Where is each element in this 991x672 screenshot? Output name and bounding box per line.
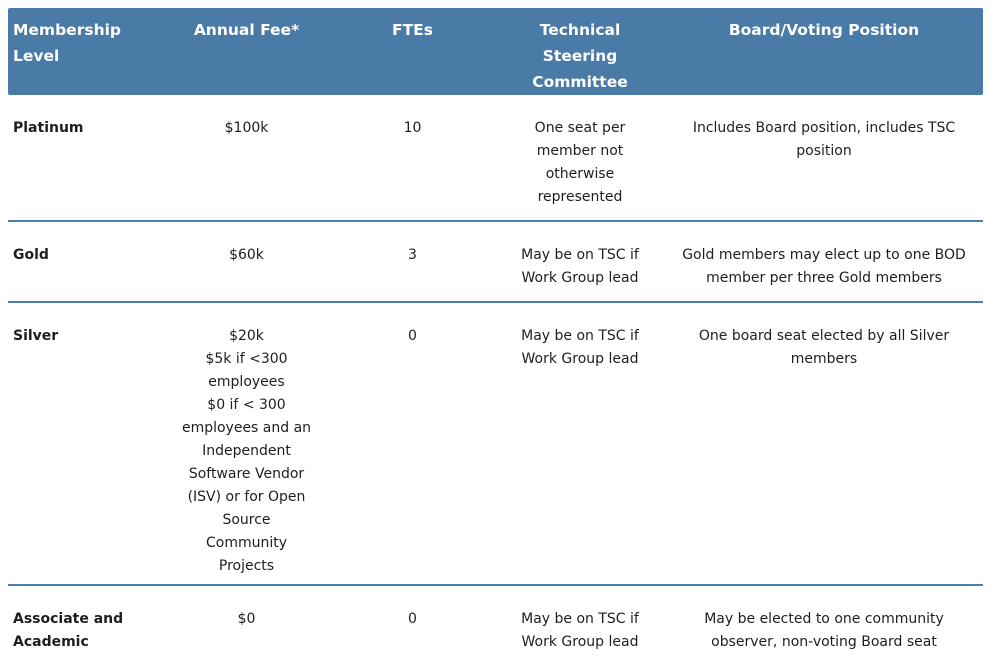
cell-gold-level: Gold	[13, 247, 49, 263]
cell-associate-ftes: 0	[408, 611, 417, 627]
header-cell-annual-fee: Annual Fee*	[193, 21, 300, 39]
table-header-row: Membership Level Annual Fee* FTEs Techni…	[8, 8, 983, 95]
cell-gold-tsc: May be on TSC if Work Group lead	[521, 247, 639, 286]
cell-platinum-level: Platinum	[13, 120, 84, 136]
header-cell-tsc: Technical Steering Committee	[532, 21, 628, 91]
header-cell-board-voting: Board/Voting Position	[728, 21, 920, 39]
header-cell-membership-level: Membership Level	[13, 21, 122, 65]
cell-silver-level: Silver	[13, 328, 59, 344]
cell-associate-tsc: May be on TSC if Work Group lead	[521, 611, 639, 650]
cell-associate-board: May be elected to one community observer…	[704, 611, 944, 650]
table-row-gold: Gold $60k 3 May be on TSC if Work Group …	[8, 222, 983, 303]
cell-platinum-board: Includes Board position, includes TSC po…	[692, 120, 956, 159]
cell-silver-board: One board seat elected by all Silver mem…	[698, 328, 950, 367]
table-row-associate-academic: Associate and Academic $0 0 May be on TS…	[8, 586, 983, 672]
membership-table: Membership Level Annual Fee* FTEs Techni…	[8, 8, 983, 672]
cell-platinum-ftes: 10	[403, 120, 422, 136]
cell-platinum-tsc: One seat per member not otherwise repres…	[534, 120, 626, 205]
cell-gold-board: Gold members may elect up to one BOD mem…	[682, 247, 966, 286]
cell-platinum-fee: $100k	[224, 120, 269, 136]
cell-silver-fee: $20k $5k if <300 employees $0 if < 300 e…	[181, 328, 312, 574]
cell-associate-fee: $0	[237, 611, 256, 627]
cell-gold-ftes: 3	[408, 247, 417, 263]
table-row-silver: Silver $20k $5k if <300 employees $0 if …	[8, 303, 983, 586]
header-cell-ftes: FTEs	[392, 21, 433, 39]
cell-silver-ftes: 0	[408, 328, 417, 344]
cell-silver-tsc: May be on TSC if Work Group lead	[521, 328, 639, 367]
cell-gold-fee: $60k	[229, 247, 264, 263]
cell-associate-level: Associate and Academic	[13, 611, 124, 650]
table-row-platinum: Platinum $100k 10 One seat per member no…	[8, 95, 983, 222]
